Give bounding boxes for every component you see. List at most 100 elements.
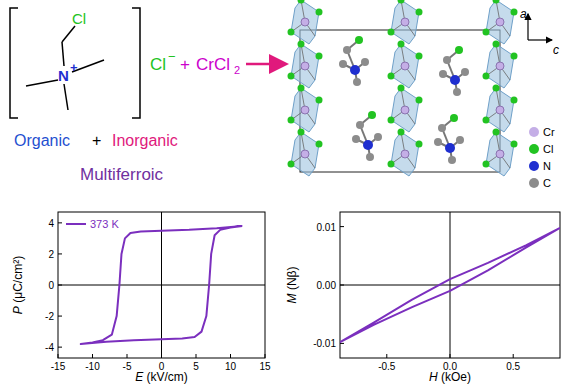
octahedron [391,88,419,132]
axis-title: M (Nβ) [285,267,299,304]
axis-arrow [528,39,552,40]
y-tick [58,222,62,223]
bracket-left [10,8,18,118]
y-tick-label: -4 [45,342,54,353]
cr-atom [301,18,309,26]
octahedron [486,88,514,132]
axis-unit: (Nβ) [285,267,299,294]
atom-label: N [58,67,69,84]
cl-atom [493,0,500,4]
c-atom [448,156,456,164]
x-tick-label: 15 [259,361,271,372]
x-tick [161,354,162,358]
axis-symbol: P [11,306,25,314]
data-group [81,226,242,344]
cl-atom [450,114,458,122]
caption: + [92,132,101,149]
charge: + [70,60,78,75]
octahedron [291,88,319,132]
c-atom [343,46,351,54]
x-tick-label: -0.5 [378,361,396,372]
cl-atom [416,97,423,104]
cr-atom [301,62,309,70]
x-tick [127,354,128,358]
cl-atom [316,53,323,60]
chart: -15-10-5051015-4-2024E (kV/cm)P (μC/cm²)… [11,212,271,384]
cl-atom [483,117,490,124]
n-atom [450,75,460,85]
cl-atom [298,41,305,48]
cl-atom [288,73,295,80]
cr-atom [496,106,504,114]
bracket-right [132,8,140,118]
anion: Cl [150,55,166,74]
c-atom [439,70,447,78]
cl-atom [493,41,500,48]
c-atom [434,138,442,146]
y-tick [58,347,62,348]
legend-swatch [529,144,539,154]
n-atom [363,140,373,150]
cl-atom [398,41,405,48]
figure: ClN+Cl−+CrCl2Organic+InorganicMultiferro… [0,0,568,386]
cl-atom [398,129,405,136]
title: Multiferroic [80,165,164,184]
cl-atom [416,53,423,60]
cr-atom [401,106,409,114]
data-group [340,228,560,342]
x-tick [230,354,231,358]
y-tick [340,226,344,227]
y-tick-label: -2 [45,311,54,322]
zero-line [340,285,560,286]
legend-label: N [543,160,551,172]
c-atom [361,58,369,66]
y-tick [58,316,62,317]
reagent-subscript: 2 [234,64,240,76]
y-tick-label: 2 [48,249,54,260]
octahedron [391,44,419,88]
octahedron [486,0,514,44]
cl-atom [355,36,363,44]
legend-swatch [529,178,539,188]
cl-atom [298,129,305,136]
legend-swatch [529,127,539,137]
x-tick [58,354,59,358]
cl-atom [511,97,518,104]
c-atom [453,88,461,96]
axis-title: E (kV/cm) [135,370,188,384]
x-tick-label: -5 [123,361,132,372]
cl-atom [398,85,405,92]
x-tick [450,354,451,358]
n-atom [350,65,360,75]
cl-atom [483,73,490,80]
octahedron [291,132,319,176]
cl-atom [316,9,323,16]
cl-atom [388,117,395,124]
axis-title: P (μC/cm²) [11,256,25,314]
cr-atom [401,150,409,158]
x-tick [265,354,266,358]
crystal-structure: acCrClNC [288,0,560,189]
axis-arrow [527,14,528,40]
y-tick [58,285,62,286]
cr-atom [301,106,309,114]
x-tick-label: 5 [193,361,199,372]
cl-atom [511,141,518,148]
loop-line [340,228,560,342]
octahedron [391,132,419,176]
c-atom [366,153,374,161]
caption: Inorganic [112,132,178,149]
bond [62,42,64,66]
cl-atom [316,97,323,104]
n-atom [445,143,455,153]
legend-line [66,223,86,225]
c-atom [456,136,464,144]
c-atom [461,68,469,76]
c-atom [353,78,361,86]
cl-atom [493,85,500,92]
x-tick-label: 10 [225,361,237,372]
cation: ClN+ [10,8,140,118]
octahedron [486,132,514,176]
zero-line [58,285,265,286]
legend-swatch [529,161,539,171]
